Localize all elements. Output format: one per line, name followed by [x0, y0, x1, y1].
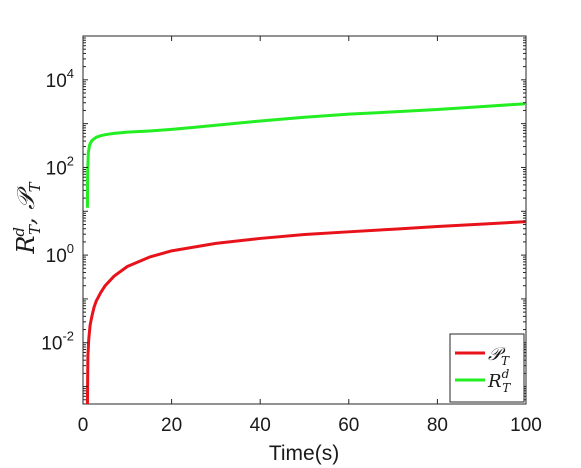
plot-area — [82, 35, 527, 405]
x-tick-label: 20 — [161, 415, 182, 436]
legend-box — [449, 333, 525, 403]
y-axis-label: RdT, 𝒫T — [10, 181, 44, 254]
legend-entry-r-t-d: Rd T — [487, 367, 511, 395]
y-tick-label: 10-2 — [41, 329, 74, 355]
y-tick-label: 100 — [46, 241, 74, 267]
legend: 𝒫T Rd T — [449, 333, 525, 403]
plot-frame — [82, 35, 527, 405]
y-tick-label: 104 — [46, 66, 74, 92]
series-line-r-t-d — [85, 102, 527, 208]
y-axis-label-text: RdT, 𝒫T — [10, 181, 44, 254]
ticks-layer: 0 20 40 60 80 100 10-2 100 102 104 — [41, 36, 542, 436]
x-axis-label: Time(s) — [269, 442, 339, 465]
series-line-p-t — [85, 220, 527, 405]
x-tick-label: 0 — [78, 415, 89, 436]
y-tick-label: 102 — [46, 153, 74, 179]
series-layer — [85, 102, 527, 405]
x-tick-label: 60 — [338, 415, 359, 436]
x-tick-label: 100 — [510, 415, 542, 436]
x-tick-label: 40 — [250, 415, 271, 436]
x-tick-label: 80 — [427, 415, 448, 436]
